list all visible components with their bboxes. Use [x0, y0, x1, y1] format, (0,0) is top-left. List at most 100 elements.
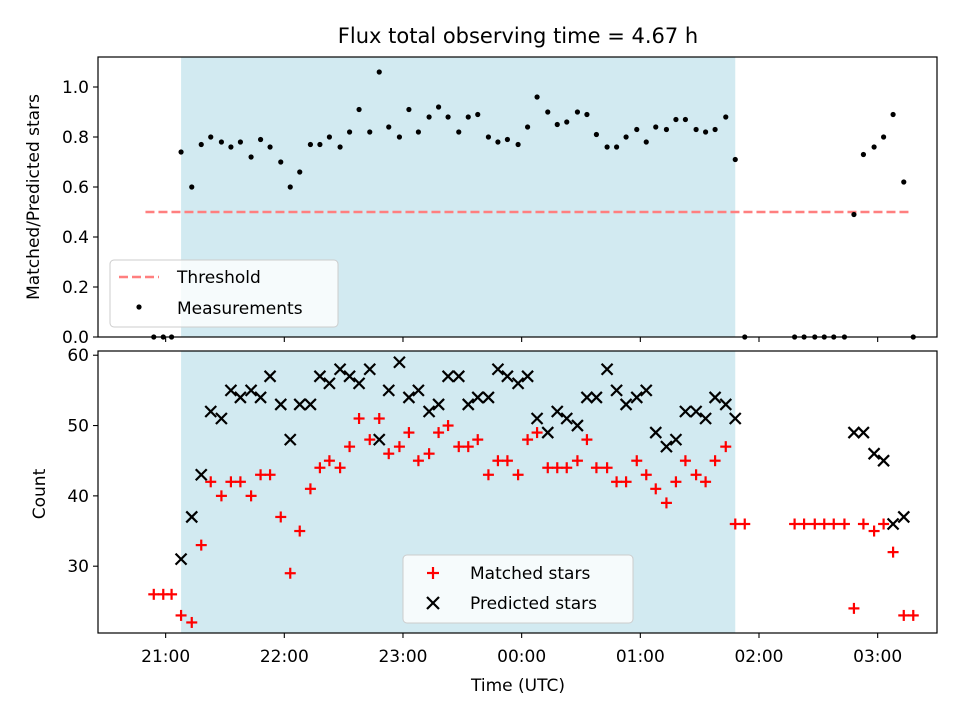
bottom-legend: Matched stars Predicted stars [402, 554, 634, 624]
predicted-star-point [610, 384, 623, 397]
matched-star-point [148, 588, 160, 600]
predicted-star-point [708, 391, 722, 404]
x-tick-label: 03:00 [853, 647, 902, 667]
matched-star-point [323, 455, 335, 467]
measurement-point [890, 111, 896, 118]
matched-star-point [364, 434, 376, 446]
matched-star-point [809, 518, 821, 530]
measurement-point [456, 129, 462, 135]
matched-star-point [631, 455, 643, 467]
top-y-axis-label: Matched/Predicted stars [24, 94, 44, 300]
measurement-point [673, 116, 679, 123]
predicted-star-point [422, 405, 436, 418]
matched-star-point [878, 518, 890, 530]
measurement-point [237, 139, 244, 145]
matched-star-point [679, 455, 691, 467]
predicted-star-point [689, 405, 703, 418]
measurement-point [475, 111, 481, 118]
top-legend-box [109, 259, 339, 328]
measurement-point [524, 124, 531, 130]
predicted-star-point [174, 552, 188, 566]
predicted-star-point [530, 412, 544, 425]
measurement-point [198, 141, 204, 148]
x-tick-label: 02:00 [734, 647, 783, 667]
predicted-star-point [313, 370, 327, 383]
predicted-star-point [263, 370, 277, 383]
predicted-star-point [372, 433, 386, 446]
matched-star-point [670, 476, 682, 488]
predicted-star-point [323, 377, 336, 390]
matched-star-point [729, 518, 741, 530]
matched-star-point [611, 476, 623, 488]
top-y-tick-label: 0.0 [62, 328, 89, 348]
predicted-star-point [482, 391, 495, 404]
bottom-axes-frame [97, 350, 938, 634]
measurement-point [574, 109, 581, 115]
matched-star-point [215, 490, 227, 502]
matched-star-point [512, 469, 524, 481]
chart-title: Flux total observing time = 4.67 h [338, 24, 698, 48]
top-y-tick-label: 0.6 [62, 178, 89, 198]
matched-star-point [828, 518, 840, 530]
matched-star-point [186, 616, 198, 628]
measurement-point [445, 114, 451, 120]
predicted-star-point [432, 398, 445, 411]
predicted-star-point [699, 412, 712, 425]
measurement-point [307, 141, 314, 148]
predicted-star-point [471, 391, 485, 404]
matched-star-point [175, 609, 187, 621]
predicted-star-point [254, 391, 267, 404]
predicted-star-point [590, 391, 603, 404]
bottom-panel: 30 40 50 60 21:00 22:00 23:00 00:00 01:00 02:00 0… [30, 346, 938, 696]
predicted-star-point [194, 468, 208, 482]
matched-star-point [818, 518, 830, 530]
predicted-star-point [501, 370, 514, 383]
measurement-point [485, 134, 492, 140]
matched-star-points [148, 413, 919, 628]
predicted-star-point [333, 363, 347, 376]
matched-star-point [275, 511, 287, 523]
matched-star-point [314, 462, 326, 474]
predicted-star-point [630, 391, 644, 404]
measurement-point [257, 136, 264, 143]
predicted-star-point [382, 384, 396, 397]
predicted-star-point [343, 370, 356, 383]
matched-star-point [403, 427, 415, 439]
matched-star-point [868, 525, 880, 537]
matched-star-point [492, 455, 504, 467]
measurement-point [346, 129, 353, 135]
predicted-star-point [204, 405, 218, 418]
matched-star-point [571, 455, 583, 467]
measurement-point [435, 104, 442, 110]
predicted-star-point [215, 412, 228, 425]
measurement-point [871, 144, 877, 150]
predicted-star-point [600, 363, 614, 376]
legend-measurements-label: Measurements [177, 299, 303, 319]
measurement-point [495, 139, 501, 145]
predicted-star-point [669, 433, 683, 446]
predicted-star-point [719, 398, 733, 411]
matched-star-point [739, 518, 751, 530]
legend-measurements-swatch [136, 304, 142, 310]
predicted-star-point [571, 419, 584, 432]
matched-star-point [205, 476, 217, 488]
predicted-star-point [857, 426, 870, 439]
measurement-point [880, 134, 887, 140]
measurement-point [613, 144, 620, 150]
predicted-star-point [293, 398, 307, 411]
measurement-point [426, 114, 432, 120]
predicted-star-point [283, 433, 297, 446]
measurement-point [396, 134, 403, 140]
matched-star-point [660, 497, 672, 509]
measurement-point [901, 179, 907, 185]
predicted-star-point [185, 510, 199, 524]
predicted-star-point [867, 447, 881, 460]
matched-star-point [620, 476, 632, 488]
predicted-star-point [639, 384, 653, 397]
measurement-point [663, 126, 670, 133]
bottom-y-tick-label: 50 [67, 417, 89, 437]
matched-star-point [838, 518, 850, 530]
predicted-star-point [877, 454, 890, 467]
matched-star-point [640, 469, 652, 481]
predicted-star-point [619, 398, 633, 411]
